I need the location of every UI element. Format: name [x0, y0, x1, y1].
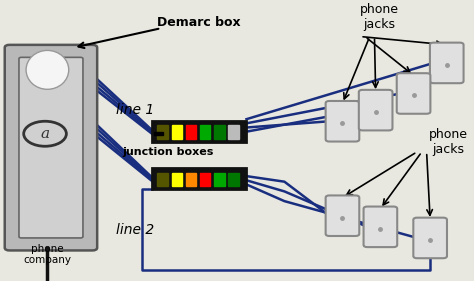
Bar — [228, 125, 239, 139]
Bar — [200, 173, 210, 186]
FancyBboxPatch shape — [5, 45, 97, 250]
Ellipse shape — [26, 50, 69, 89]
FancyBboxPatch shape — [397, 73, 430, 114]
Text: phone
company: phone company — [23, 244, 72, 266]
FancyBboxPatch shape — [326, 101, 359, 142]
Text: line 2: line 2 — [116, 223, 154, 237]
FancyBboxPatch shape — [430, 43, 464, 83]
Text: line 1: line 1 — [116, 103, 154, 117]
Bar — [200, 125, 210, 139]
Text: phone
jacks: phone jacks — [428, 128, 467, 156]
Bar — [186, 125, 196, 139]
FancyBboxPatch shape — [413, 218, 447, 258]
Bar — [157, 173, 168, 186]
Bar — [214, 125, 225, 139]
FancyBboxPatch shape — [19, 57, 83, 238]
Bar — [152, 169, 246, 189]
Bar — [172, 125, 182, 139]
Text: a: a — [40, 127, 50, 141]
Bar — [214, 173, 225, 186]
FancyBboxPatch shape — [364, 207, 397, 247]
FancyBboxPatch shape — [359, 90, 392, 130]
Bar — [186, 173, 196, 186]
Text: Demarc box: Demarc box — [157, 16, 241, 29]
Bar — [228, 173, 239, 186]
Text: junction boxes: junction boxes — [123, 147, 214, 157]
Text: phone
jacks: phone jacks — [360, 3, 399, 31]
Bar — [157, 125, 168, 139]
Bar — [154, 132, 163, 135]
Bar — [172, 173, 182, 186]
Bar — [152, 121, 246, 142]
FancyBboxPatch shape — [326, 195, 359, 236]
